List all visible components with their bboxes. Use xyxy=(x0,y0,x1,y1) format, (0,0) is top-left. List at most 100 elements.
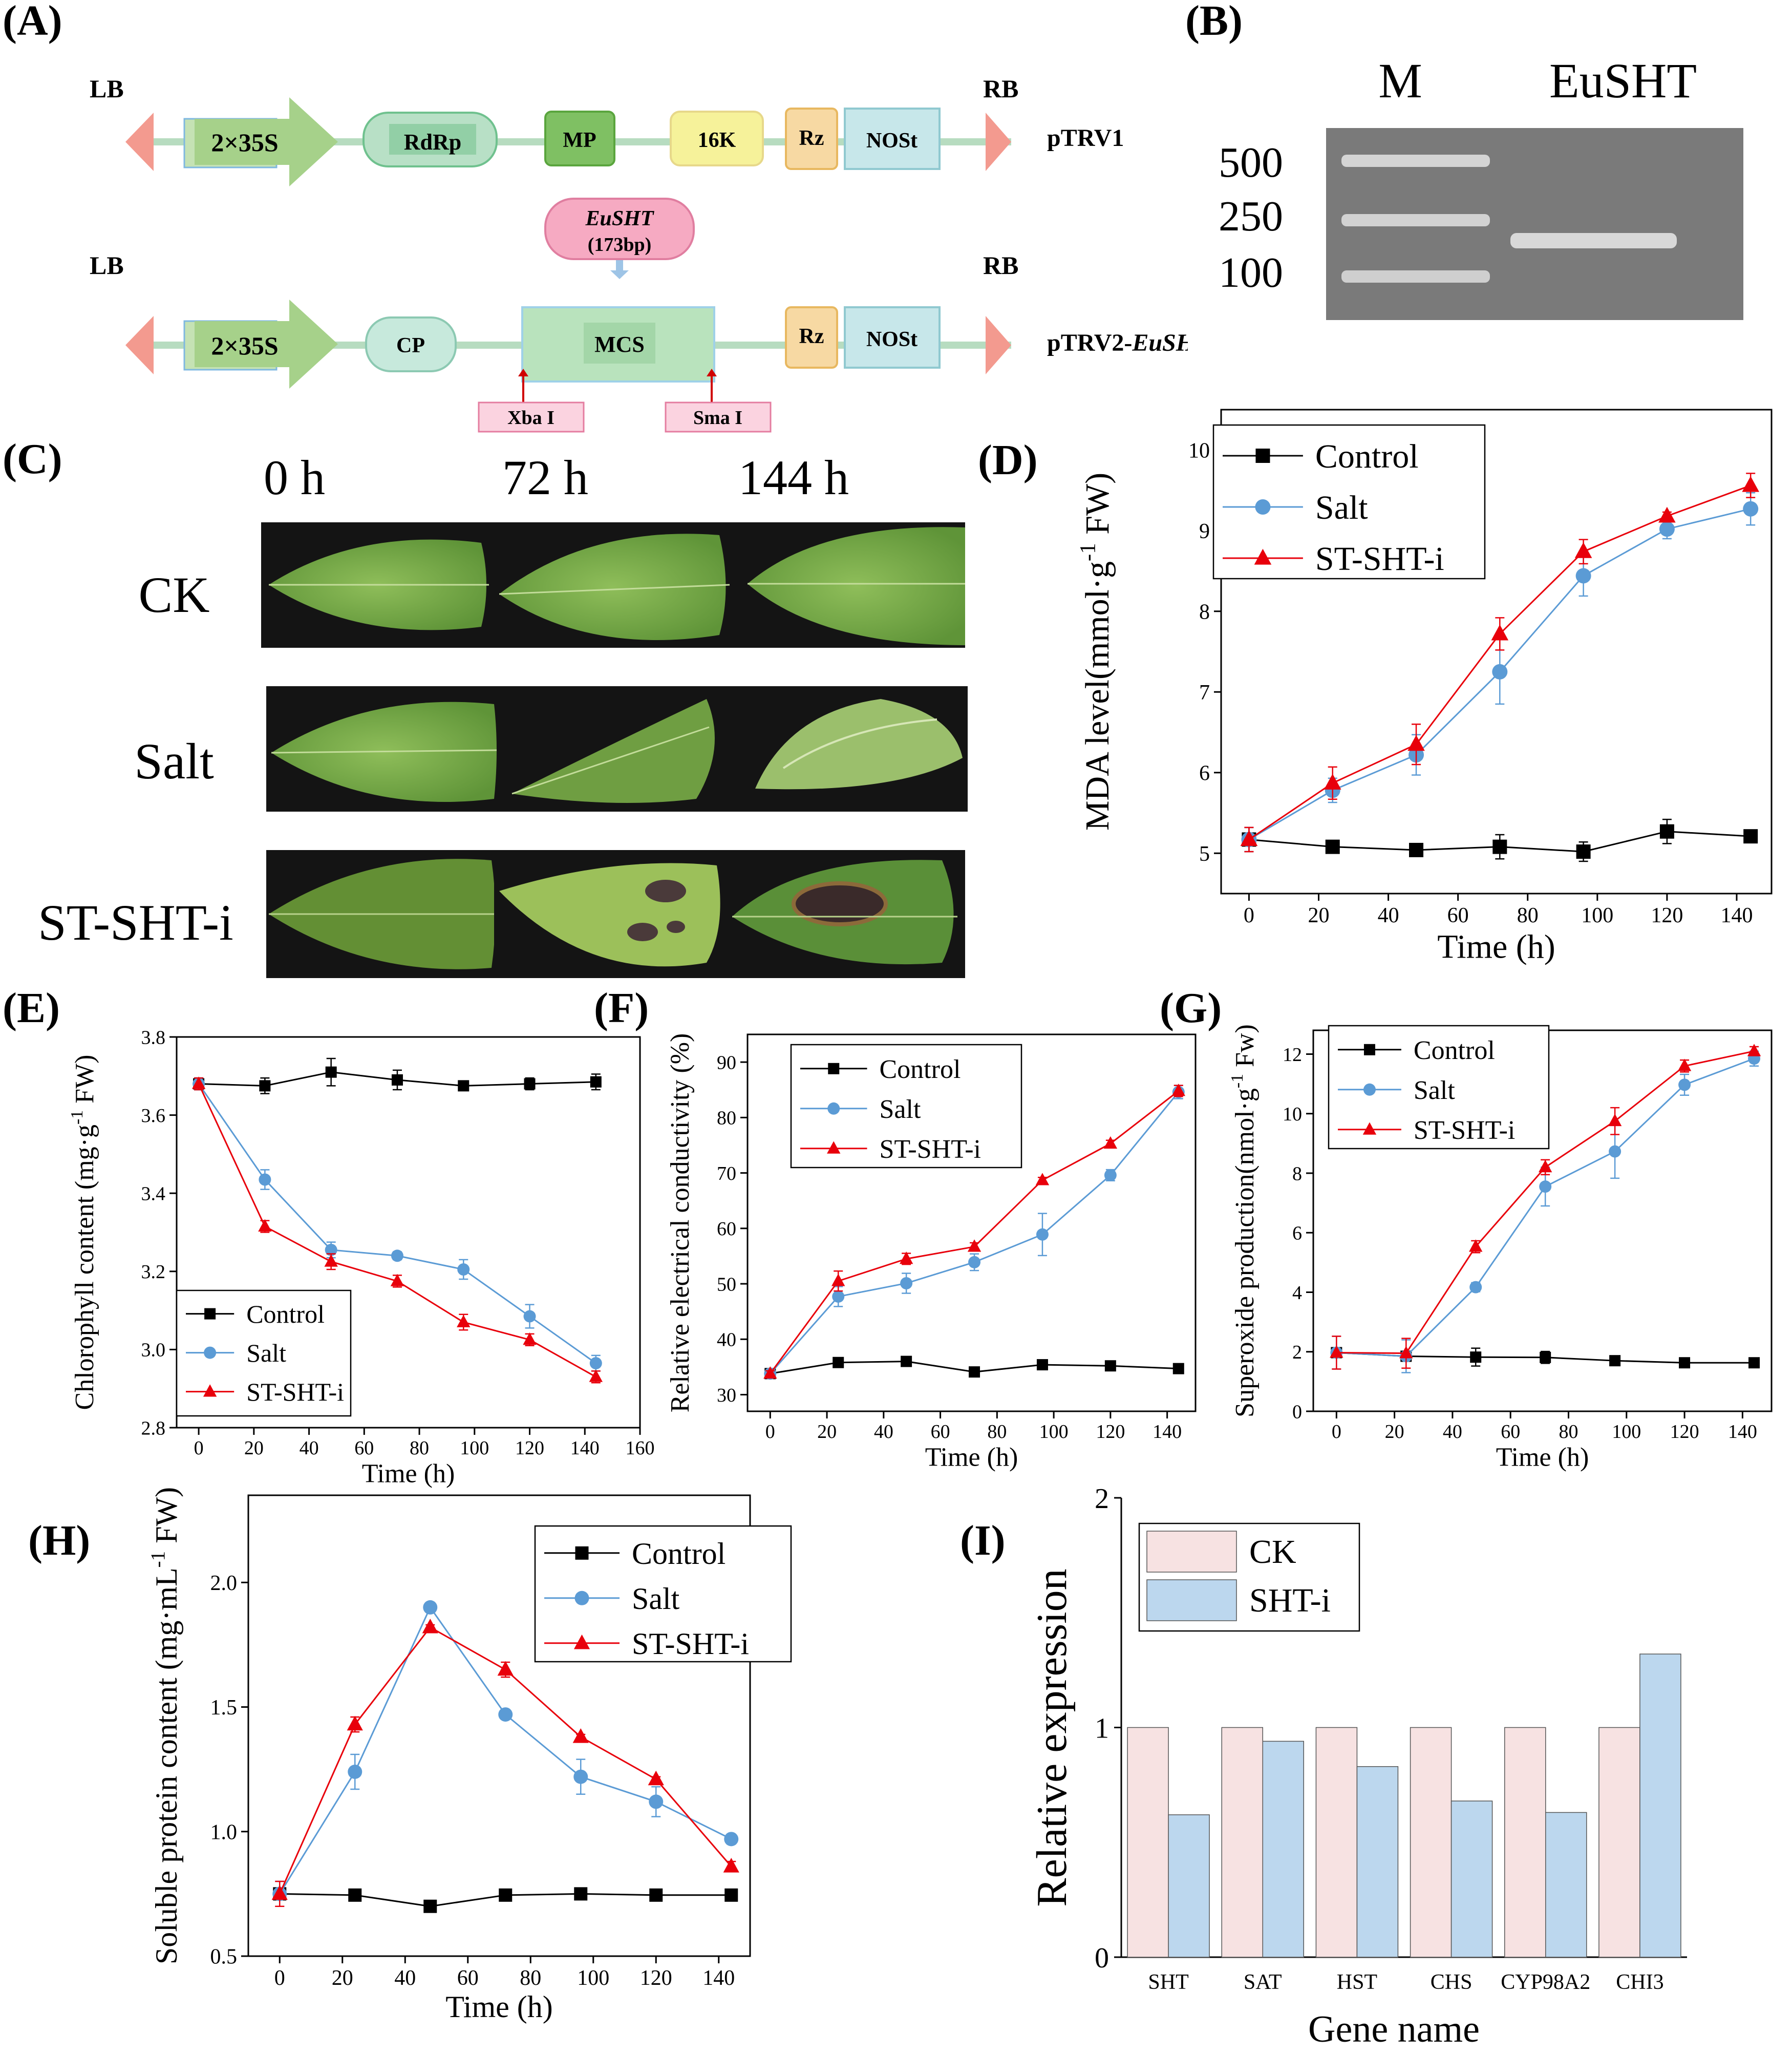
chart-d-point-salt xyxy=(1743,501,1759,517)
chart-i-category-label: SHT xyxy=(1148,1970,1188,1994)
chart-d-point-control xyxy=(1325,839,1340,854)
chart-d-xtick-label: 100 xyxy=(1581,904,1613,927)
row-label-ck: CK xyxy=(139,566,210,623)
chart-h-legend-label-st-sht-i: ST-SHT-i xyxy=(632,1627,749,1661)
time-label-144h: 144 h xyxy=(738,450,849,505)
ptrv1-rz-box xyxy=(785,108,838,170)
chart-f-point-salt xyxy=(1104,1169,1117,1181)
chart-d-point-st-sht-i xyxy=(1240,830,1258,846)
chart-i-bar-ck xyxy=(1221,1727,1263,1958)
chart-e-point-control xyxy=(391,1074,403,1086)
chart-e-point-st-sht-i xyxy=(523,1332,537,1345)
chart-i-category-label: CYP98A2 xyxy=(1501,1970,1590,1994)
chart-e-xlabel: Time (h) xyxy=(362,1459,455,1489)
chart-h-point-st-sht-i xyxy=(271,1885,288,1900)
chart-f-xtick-label: 80 xyxy=(987,1421,1007,1443)
chart-d-ylabel: MDA level(mmol·g-1 FW) xyxy=(1076,473,1116,831)
chart-d-ytick-label: 10 xyxy=(1188,439,1210,462)
panel-label-a: (A) xyxy=(3,0,62,45)
chart-e-frame xyxy=(176,1036,641,1429)
panel-label-b: (B) xyxy=(1185,0,1243,45)
chart-h-legend-marker-st-sht-i xyxy=(573,1634,590,1649)
chart-e-point-st-sht-i xyxy=(589,1369,603,1382)
chart-i-bar-sht-i xyxy=(1639,1654,1681,1958)
chart-d-legend-label-control: Control xyxy=(1315,438,1419,475)
chart-g-ylabel: Superoxide production(nmol·g-1 Fw) xyxy=(1228,1024,1260,1417)
chart-g-ytick-label: 4 xyxy=(1292,1282,1302,1304)
chart-g-ytick-label: 12 xyxy=(1283,1044,1302,1066)
chart-f-point-st-sht-i xyxy=(899,1252,913,1264)
chart-e-point-salt xyxy=(391,1249,403,1262)
chart-g-xtick-label: 100 xyxy=(1612,1421,1641,1443)
chart-d-point-control xyxy=(1492,839,1507,854)
chart-f-ytick-label: 80 xyxy=(717,1108,736,1129)
chart-e-xtick-label: 0 xyxy=(194,1437,204,1459)
row-label-st-sht-i: ST-SHT-i xyxy=(38,894,233,951)
chart-f-point-st-sht-i xyxy=(967,1239,982,1252)
chart-d-xlabel: Time (h) xyxy=(1437,928,1555,965)
chart-f-ytick-label: 40 xyxy=(717,1329,736,1351)
insert-arrow-head xyxy=(610,270,629,279)
chart-d-point-salt xyxy=(1659,521,1675,537)
chart-f-legend-marker-st-sht-i xyxy=(827,1141,841,1154)
chart-e-point-st-sht-i xyxy=(191,1076,206,1089)
chart-d-point-salt xyxy=(1492,664,1508,680)
chart-d-legend-label-st-sht-i: ST-SHT-i xyxy=(1315,540,1444,578)
chart-g-point-control xyxy=(1470,1351,1482,1363)
chart-h-xtick-label: 80 xyxy=(520,1966,541,1990)
chart-f-point-salt xyxy=(968,1256,981,1268)
chart-h-legend-label-control: Control xyxy=(632,1537,726,1571)
ptrv1-right-border xyxy=(986,113,1011,171)
chart-h-xtick-label: 140 xyxy=(702,1966,735,1990)
chart-g-point-control xyxy=(1540,1351,1551,1363)
xbai-site-label: Xba I xyxy=(507,407,554,429)
chart-h-legend-marker-salt xyxy=(574,1591,589,1605)
chart-e-xtick-label: 60 xyxy=(354,1437,374,1459)
ptrv1-rz-label: Rz xyxy=(799,126,824,150)
gel-band-100 xyxy=(1341,270,1490,283)
chart-i-bar-sht-i xyxy=(1168,1814,1210,1958)
chart-e-legend-label-st-sht-i: ST-SHT-i xyxy=(246,1377,344,1406)
chart-f-frame xyxy=(746,1033,1197,1412)
chart-f-legend-marker-control xyxy=(828,1063,840,1074)
chart-d-point-control xyxy=(1409,842,1424,857)
chart-f-point-control xyxy=(1104,1360,1116,1372)
chart-i-legend-label-ck: CK xyxy=(1249,1533,1296,1571)
ptrv1-rdrp-label: RdRp xyxy=(404,130,462,155)
chart-d-xtick-label: 40 xyxy=(1378,904,1399,927)
chart-h-point-control xyxy=(574,1887,588,1901)
chart-f-point-control xyxy=(1036,1359,1048,1371)
chart-d-xtick-label: 20 xyxy=(1308,904,1330,927)
chart-i-ytick-label: 0 xyxy=(1095,1942,1109,1974)
chart-g-legend-marker-salt xyxy=(1363,1083,1376,1096)
chart-d-point-st-sht-i xyxy=(1658,506,1676,523)
chart-d-point-st-sht-i xyxy=(1574,542,1592,558)
chart-d-legend-marker-salt xyxy=(1255,499,1271,515)
chart-d-xtick-label: 120 xyxy=(1651,904,1683,927)
chart-f-ytick-label: 60 xyxy=(717,1218,736,1240)
chart-h-ylabel: Soluble protein content (mg·mL-1 FW) xyxy=(147,1487,183,1964)
chart-g-xlabel: Time (h) xyxy=(1496,1443,1589,1472)
chart-h-point-st-sht-i xyxy=(497,1661,514,1676)
ptrv1-left-border xyxy=(125,113,154,171)
chart-i-category-label: SAT xyxy=(1244,1970,1282,1994)
ptrv2-nost-label: NOSt xyxy=(866,328,918,351)
chart-g-point-salt xyxy=(1469,1281,1482,1294)
chart-g-point-control xyxy=(1748,1357,1760,1369)
chart-g-xtick-label: 140 xyxy=(1728,1421,1757,1443)
ptrv1-mp-label: MP xyxy=(563,129,596,152)
ptrv2-rz-box xyxy=(785,306,838,369)
chart-i-bar-sht-i xyxy=(1450,1800,1493,1958)
chart-e-point-salt xyxy=(589,1357,602,1370)
chart-f-xtick-label: 0 xyxy=(765,1421,775,1443)
chart-f-point-st-sht-i xyxy=(1103,1136,1118,1149)
chart-e-ytick-label: 2.8 xyxy=(141,1417,166,1439)
chart-h-point-st-sht-i xyxy=(648,1770,664,1786)
chart-f-point-st-sht-i xyxy=(1035,1173,1050,1185)
ptrv2-cp-label: CP xyxy=(396,334,425,357)
chart-g-ytick-label: 0 xyxy=(1292,1401,1302,1423)
chart-f-legend-label-salt: Salt xyxy=(880,1095,921,1124)
panel-label-c: (C) xyxy=(3,435,62,483)
chart-d-point-st-sht-i xyxy=(1491,624,1509,641)
chart-d-point-salt xyxy=(1575,568,1591,584)
